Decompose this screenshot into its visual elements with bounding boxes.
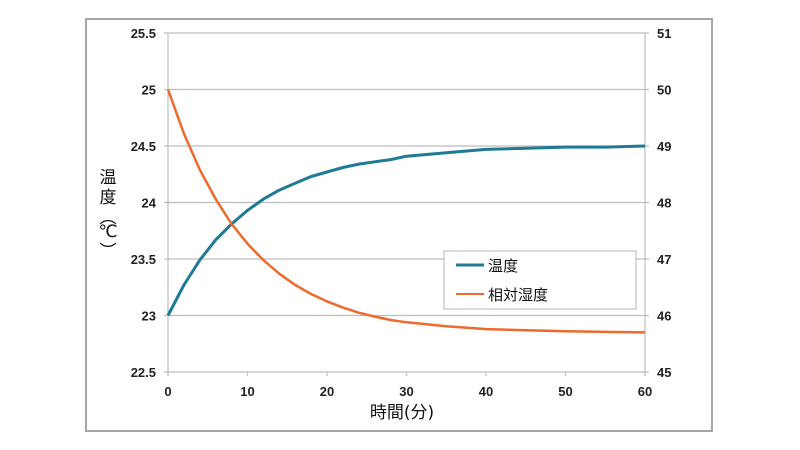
y-tick-label: 23 bbox=[142, 309, 156, 324]
left-axis-ticks: 22.5 23 23.5 24 24.5 25 25.5 bbox=[131, 26, 157, 380]
y2-tick-label: 50 bbox=[657, 83, 671, 98]
x-tick-label: 10 bbox=[240, 384, 254, 399]
x-tick-label: 40 bbox=[479, 384, 493, 399]
humidity-line bbox=[166, 89, 646, 334]
legend-label-temperature: 温度 bbox=[488, 257, 518, 275]
x-tick-label: 20 bbox=[320, 384, 334, 399]
x-axis-ticks: 0 10 20 30 40 50 60 bbox=[164, 384, 652, 399]
y-tick-label: 25.5 bbox=[131, 26, 156, 41]
y-tick-label: 24.5 bbox=[131, 139, 156, 154]
y2-tick-label: 49 bbox=[657, 139, 671, 154]
y2-tick-label: 51 bbox=[657, 26, 671, 41]
x-tick-label: 30 bbox=[399, 384, 413, 399]
x-tick-label: 60 bbox=[638, 384, 652, 399]
y2-tick-label: 46 bbox=[657, 309, 671, 324]
gridlines bbox=[164, 32, 649, 376]
x-axis-label: 時間(分) bbox=[370, 403, 434, 423]
chart-frame bbox=[85, 18, 713, 432]
x-tick-label: 50 bbox=[558, 384, 572, 399]
y-tick-label: 24 bbox=[142, 196, 157, 211]
y-tick-label: 23.5 bbox=[131, 252, 156, 267]
x-tick-label: 0 bbox=[164, 384, 171, 399]
y-tick-label: 25 bbox=[142, 83, 156, 98]
right-axis-ticks: 45 46 47 48 49 50 51 bbox=[657, 26, 671, 380]
y2-tick-label: 47 bbox=[657, 252, 671, 267]
y2-tick-label: 45 bbox=[657, 365, 671, 380]
y2-tick-label: 48 bbox=[657, 196, 671, 211]
legend: 温度 相対湿度 bbox=[443, 250, 637, 310]
legend-label-humidity: 相対湿度 bbox=[488, 286, 548, 304]
y-tick-label: 22.5 bbox=[131, 365, 156, 380]
y-axis-label: 温度︵ ℃ ︶ bbox=[98, 168, 117, 262]
series-lines bbox=[166, 89, 646, 334]
temperature-line bbox=[166, 144, 646, 317]
